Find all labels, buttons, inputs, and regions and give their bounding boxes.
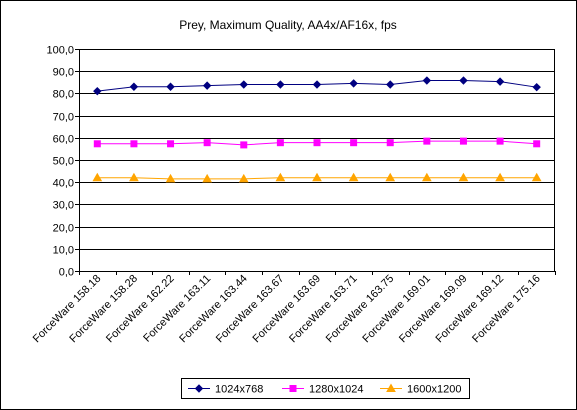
- data-point: [421, 172, 432, 182]
- legend-label: 1600x1200: [407, 384, 461, 396]
- data-point: [386, 139, 394, 147]
- data-point: [93, 140, 101, 148]
- x-tick-label: ForceWare 163.67: [214, 273, 287, 346]
- x-tick-label: ForceWare 169.09: [397, 273, 470, 346]
- x-tick-label: ForceWare 169.01: [360, 273, 433, 346]
- data-point: [496, 137, 504, 145]
- data-point: [203, 139, 211, 147]
- data-point: [129, 172, 139, 182]
- series-1280x1024: [93, 137, 541, 149]
- y-tick-label: 70,0: [53, 112, 74, 124]
- x-tick-label: ForceWare 163.69: [250, 273, 323, 346]
- data-point: [532, 82, 541, 92]
- series-layer: [92, 76, 542, 183]
- data-point: [194, 384, 204, 393]
- data-point: [458, 172, 469, 182]
- data-point: [167, 140, 175, 148]
- data-point: [349, 79, 358, 88]
- x-tick-label: ForceWare 163.44: [177, 273, 250, 346]
- legend-label: 1280x1024: [309, 384, 363, 396]
- y-tick-label: 0,0: [59, 267, 74, 279]
- data-point: [312, 80, 322, 89]
- data-point: [276, 80, 285, 89]
- data-point: [531, 172, 542, 182]
- data-point: [130, 140, 138, 148]
- legend-label: 1024x768: [215, 384, 263, 396]
- data-point: [459, 137, 467, 145]
- x-tick-label: ForceWare 163.75: [324, 273, 397, 346]
- y-tick-label: 20,0: [53, 223, 74, 235]
- data-point: [289, 385, 297, 392]
- x-tick-label: ForceWare 162.22: [104, 273, 177, 346]
- data-point: [386, 383, 396, 392]
- data-point: [238, 173, 249, 183]
- data-point: [385, 172, 396, 182]
- x-tick-label: ForceWare 163.71: [287, 273, 360, 346]
- series-1024x768: [93, 76, 541, 96]
- data-point: [533, 140, 541, 148]
- data-point: [386, 80, 395, 89]
- y-tick-label: 100,0: [46, 45, 74, 57]
- data-point: [166, 82, 175, 91]
- legend-box: [181, 378, 470, 399]
- series-1600x1200: [92, 172, 542, 183]
- data-point: [240, 141, 248, 149]
- y-tick-label: 50,0: [53, 156, 74, 168]
- data-point: [495, 77, 505, 86]
- data-point: [92, 172, 103, 182]
- data-point: [459, 76, 468, 85]
- y-tick-label: 10,0: [53, 245, 74, 257]
- data-point: [495, 172, 505, 182]
- legend: 1024x768 1280x1024 1600x1200: [181, 378, 470, 399]
- y-tick-label: 90,0: [53, 67, 74, 79]
- data-point: [202, 173, 213, 183]
- x-tick-label: ForceWare 175.16: [470, 273, 543, 346]
- data-point: [350, 139, 358, 147]
- y-tick-label: 40,0: [53, 178, 74, 190]
- data-point: [165, 173, 176, 183]
- data-point: [423, 137, 431, 145]
- data-point: [348, 172, 359, 182]
- gridlines: [79, 49, 555, 250]
- data-point: [129, 82, 139, 91]
- legend-item: 1024x768: [188, 384, 263, 396]
- y-tick-label: 30,0: [53, 200, 74, 212]
- data-point: [93, 86, 102, 96]
- data-point: [276, 139, 284, 147]
- x-tick-label: ForceWare 158.28: [67, 273, 140, 346]
- data-point: [275, 172, 286, 182]
- legend-item: 1600x1200: [380, 383, 461, 396]
- legend-item: 1280x1024: [282, 384, 363, 396]
- data-point: [312, 172, 322, 182]
- x-tick-label: ForceWare 158.18: [31, 273, 104, 346]
- data-point: [313, 139, 321, 147]
- data-point: [422, 76, 432, 85]
- chart-title: Prey, Maximum Quality, AA4x/AF16x, fps: [179, 18, 397, 32]
- x-tick-label: ForceWare 169.12: [434, 273, 507, 346]
- data-point: [202, 81, 212, 90]
- x-tick-label: ForceWare 163.11: [141, 273, 213, 345]
- data-point: [239, 80, 248, 89]
- y-tick-label: 80,0: [53, 89, 74, 101]
- y-tick-label: 60,0: [53, 134, 74, 146]
